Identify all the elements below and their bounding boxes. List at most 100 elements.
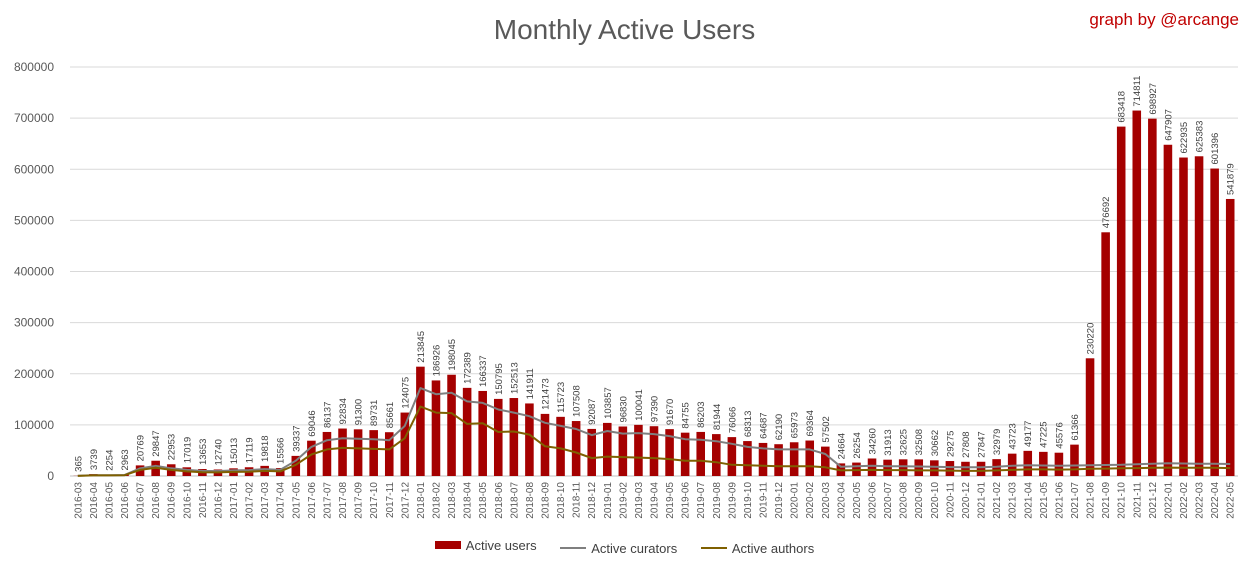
data-label: 92834 bbox=[338, 398, 349, 424]
x-tick-label: 2017-04 bbox=[276, 482, 287, 519]
bar-active-users bbox=[540, 413, 550, 476]
bar-active-users bbox=[1101, 232, 1110, 476]
data-label: 20769 bbox=[136, 435, 147, 461]
bar-active-users bbox=[680, 432, 690, 476]
bar-active-users bbox=[1085, 358, 1095, 476]
x-tick-label: 2018-11 bbox=[572, 482, 583, 518]
data-label: 43723 bbox=[1008, 423, 1019, 449]
data-label: 81944 bbox=[712, 404, 723, 430]
data-label: 85661 bbox=[385, 402, 396, 428]
data-label: 3739 bbox=[89, 449, 100, 470]
data-label: 69046 bbox=[307, 410, 318, 436]
bar-active-users bbox=[634, 424, 643, 476]
bar-active-users bbox=[1148, 118, 1157, 476]
x-tick-label: 2019-09 bbox=[727, 482, 738, 519]
data-label: 186926 bbox=[432, 345, 443, 377]
bar-active-users bbox=[1163, 144, 1173, 476]
bar-active-users bbox=[353, 429, 363, 476]
legend-label-authors: Active authors bbox=[731, 540, 815, 556]
x-tick-label: 2018-03 bbox=[447, 482, 458, 519]
line-active-curators bbox=[77, 387, 1231, 477]
data-label: 68313 bbox=[743, 411, 754, 437]
x-tick-label: 2017-12 bbox=[400, 482, 411, 519]
x-tick-label: 2017-11 bbox=[385, 482, 396, 518]
y-tick-label: 100000 bbox=[14, 418, 54, 432]
data-label: 647907 bbox=[1163, 109, 1174, 141]
x-tick-label: 2019-04 bbox=[650, 482, 661, 519]
bar-active-users bbox=[1070, 444, 1079, 476]
y-tick-label: 200000 bbox=[14, 367, 54, 381]
data-label: 19818 bbox=[260, 436, 271, 462]
data-label: 115723 bbox=[556, 382, 567, 413]
data-label: 213845 bbox=[416, 331, 427, 363]
x-tick-label: 2020-12 bbox=[961, 482, 972, 519]
data-label: 69364 bbox=[805, 410, 816, 436]
data-label: 39337 bbox=[291, 425, 302, 451]
data-label: 65973 bbox=[790, 412, 801, 438]
x-tick-label: 2017-08 bbox=[338, 482, 349, 519]
bar-active-users bbox=[291, 455, 301, 476]
data-label: 172389 bbox=[463, 352, 474, 384]
data-label: 121473 bbox=[540, 378, 551, 410]
x-tick-label: 2021-03 bbox=[1008, 482, 1019, 519]
data-label: 86203 bbox=[696, 401, 707, 427]
legend-swatch-curators bbox=[560, 547, 587, 549]
x-tick-label: 2021-05 bbox=[1039, 482, 1050, 519]
data-label: 622935 bbox=[1179, 122, 1190, 154]
bar-active-users bbox=[1039, 451, 1048, 476]
x-tick-label: 2019-10 bbox=[743, 482, 754, 519]
bar-active-users bbox=[602, 422, 612, 476]
data-label: 32979 bbox=[992, 429, 1003, 455]
data-label: 91300 bbox=[354, 399, 365, 425]
data-label: 27808 bbox=[961, 431, 972, 457]
data-label: 103857 bbox=[603, 387, 614, 419]
x-tick-label: 2018-07 bbox=[509, 482, 520, 519]
bar-active-users bbox=[758, 442, 768, 476]
bar-active-users bbox=[587, 428, 596, 476]
bar-active-users bbox=[556, 416, 565, 476]
x-tick-label: 2022-03 bbox=[1195, 482, 1206, 519]
x-tick-label: 2020-06 bbox=[868, 482, 879, 519]
bar-active-users bbox=[1132, 110, 1142, 476]
data-label: 17119 bbox=[245, 437, 256, 463]
x-tick-label: 2022-05 bbox=[1226, 482, 1237, 519]
data-label: 124075 bbox=[400, 377, 411, 409]
x-tick-label: 2020-08 bbox=[899, 482, 910, 519]
x-tick-label: 2017-10 bbox=[369, 482, 380, 519]
data-label: 22953 bbox=[167, 434, 178, 460]
data-label: 166337 bbox=[478, 355, 489, 387]
x-tick-label: 2019-06 bbox=[681, 482, 692, 519]
bar-active-users bbox=[509, 398, 519, 476]
data-label: 150795 bbox=[494, 363, 505, 395]
line-active-authors bbox=[77, 405, 1231, 477]
axes: 0 100000 200000 300000 400000 500000 600000 700… bbox=[14, 60, 1237, 519]
x-tick-label: 2021-07 bbox=[1070, 482, 1081, 519]
x-tick-label: 2021-01 bbox=[977, 482, 988, 519]
y-tick-label: 500000 bbox=[14, 213, 54, 227]
x-tick-label: 2016-04 bbox=[89, 482, 100, 519]
data-label: 45576 bbox=[1054, 422, 1065, 448]
data-label: 714811 bbox=[1132, 76, 1143, 107]
bar-active-users bbox=[384, 432, 394, 476]
data-label: 198045 bbox=[447, 339, 458, 371]
x-tick-label: 2019-07 bbox=[696, 482, 707, 519]
x-tick-label: 2019-05 bbox=[665, 482, 676, 519]
x-tick-label: 2021-09 bbox=[1101, 482, 1112, 519]
data-label: 91670 bbox=[665, 399, 676, 425]
bar-active-users bbox=[930, 460, 939, 476]
bar-active-users bbox=[743, 441, 752, 476]
data-label: 141911 bbox=[525, 368, 536, 399]
bar-active-users bbox=[727, 437, 737, 476]
x-tick-label: 2018-04 bbox=[463, 482, 474, 519]
data-label: 24664 bbox=[836, 433, 847, 459]
y-tick-label: 0 bbox=[47, 469, 54, 483]
x-tick-label: 2018-06 bbox=[494, 482, 505, 519]
data-label: 31913 bbox=[883, 429, 894, 455]
x-tick-label: 2016-12 bbox=[213, 482, 224, 519]
data-label: 86137 bbox=[322, 402, 333, 428]
x-tick-label: 2020-02 bbox=[805, 482, 816, 519]
data-label: 107508 bbox=[572, 385, 583, 417]
x-tick-label: 2017-05 bbox=[291, 482, 302, 519]
data-label: 49177 bbox=[1023, 421, 1034, 447]
